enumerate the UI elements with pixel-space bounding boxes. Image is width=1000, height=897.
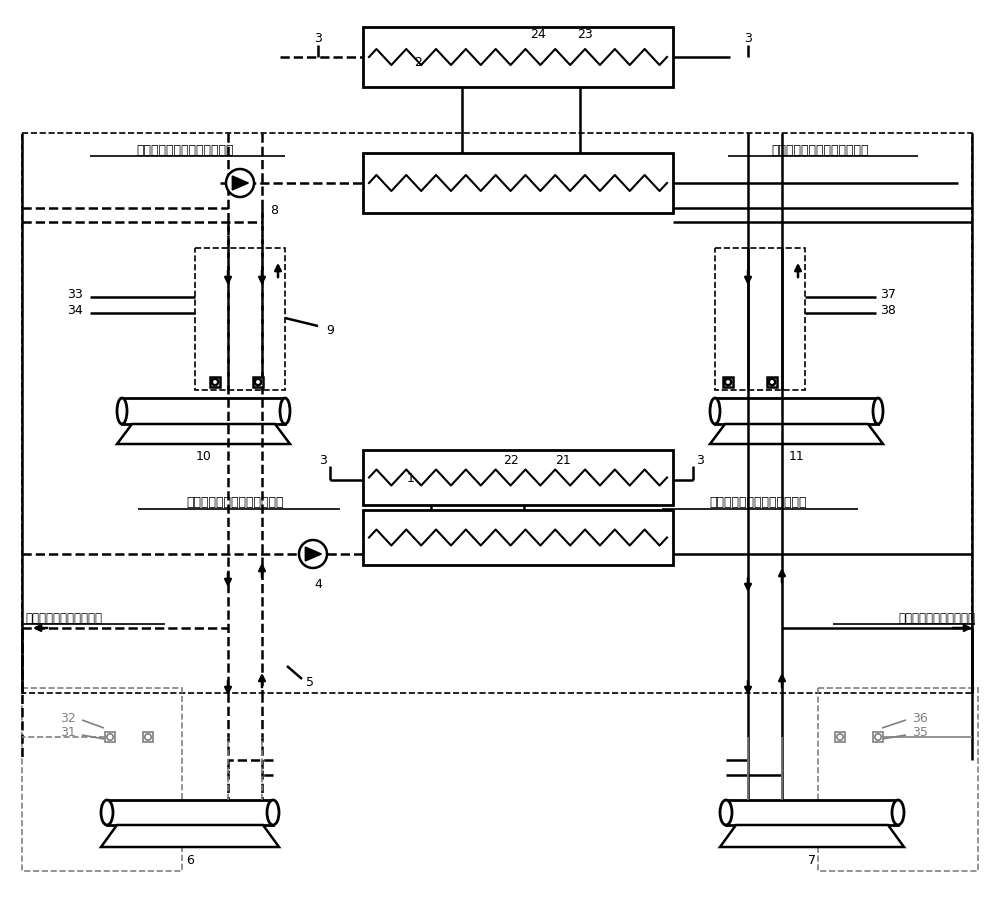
Ellipse shape bbox=[267, 800, 279, 825]
Bar bbox=[22, 133, 972, 693]
Text: 3: 3 bbox=[314, 32, 322, 46]
Bar bbox=[715, 398, 878, 424]
Text: 31: 31 bbox=[60, 727, 76, 739]
Text: 5: 5 bbox=[306, 676, 314, 690]
Polygon shape bbox=[710, 424, 883, 444]
Text: 3: 3 bbox=[319, 454, 327, 466]
Text: 34: 34 bbox=[67, 304, 83, 318]
Ellipse shape bbox=[280, 398, 290, 424]
Ellipse shape bbox=[720, 800, 732, 825]
Text: 6: 6 bbox=[186, 854, 194, 867]
Bar bbox=[105, 732, 115, 742]
Bar bbox=[195, 248, 285, 390]
Polygon shape bbox=[117, 424, 290, 444]
Text: 21: 21 bbox=[555, 454, 571, 466]
Circle shape bbox=[725, 379, 731, 385]
Bar bbox=[767, 377, 777, 387]
Text: 2: 2 bbox=[414, 56, 422, 68]
Circle shape bbox=[255, 379, 261, 385]
Bar bbox=[143, 732, 153, 742]
Circle shape bbox=[226, 169, 254, 197]
Text: 接两管控空调区末端供水: 接两管控空调区末端供水 bbox=[898, 612, 975, 624]
Polygon shape bbox=[101, 825, 279, 847]
Text: 32: 32 bbox=[60, 711, 76, 725]
Text: 38: 38 bbox=[880, 304, 896, 318]
Text: 37: 37 bbox=[880, 289, 896, 301]
Circle shape bbox=[769, 379, 775, 385]
Circle shape bbox=[299, 540, 327, 568]
Text: 10: 10 bbox=[196, 449, 211, 463]
Text: 接四管控空调区末端热水回水: 接四管控空调区末端热水回水 bbox=[136, 144, 234, 156]
Circle shape bbox=[145, 734, 151, 740]
Circle shape bbox=[875, 734, 881, 740]
Text: 接四管控空调区末端热水供水: 接四管控空调区末端热水供水 bbox=[771, 144, 869, 156]
Ellipse shape bbox=[892, 800, 904, 825]
Ellipse shape bbox=[873, 398, 883, 424]
Text: 11: 11 bbox=[789, 449, 804, 463]
Bar bbox=[818, 688, 978, 871]
Text: 23: 23 bbox=[577, 29, 593, 41]
Text: 33: 33 bbox=[67, 289, 83, 301]
Polygon shape bbox=[720, 825, 904, 847]
Bar bbox=[873, 732, 883, 742]
Text: 36: 36 bbox=[912, 711, 928, 725]
Text: 1: 1 bbox=[407, 472, 415, 484]
Bar bbox=[835, 732, 845, 742]
Text: 4: 4 bbox=[314, 578, 322, 590]
Text: 3: 3 bbox=[696, 454, 704, 466]
Text: 7: 7 bbox=[808, 854, 816, 867]
Text: 35: 35 bbox=[912, 727, 928, 739]
Ellipse shape bbox=[117, 398, 127, 424]
Bar bbox=[107, 800, 273, 825]
Bar bbox=[363, 510, 673, 565]
Bar bbox=[253, 377, 263, 387]
Bar bbox=[363, 27, 673, 87]
Text: 9: 9 bbox=[326, 324, 334, 336]
Text: 24: 24 bbox=[530, 29, 546, 41]
Bar bbox=[726, 800, 898, 825]
Text: 3: 3 bbox=[744, 32, 752, 46]
Bar bbox=[122, 398, 285, 424]
Polygon shape bbox=[232, 176, 248, 190]
Text: 接两管控空调区末端回水: 接两管控空调区末端回水 bbox=[25, 612, 102, 624]
Bar bbox=[363, 153, 673, 213]
Circle shape bbox=[107, 734, 113, 740]
Polygon shape bbox=[305, 547, 321, 561]
Text: 8: 8 bbox=[270, 205, 278, 217]
Ellipse shape bbox=[101, 800, 113, 825]
Bar bbox=[210, 377, 220, 387]
Circle shape bbox=[212, 379, 218, 385]
Bar bbox=[723, 377, 733, 387]
Text: 接四管控空调区末端冷水供水: 接四管控空调区末端冷水供水 bbox=[709, 497, 807, 509]
Ellipse shape bbox=[710, 398, 720, 424]
Bar bbox=[22, 688, 182, 871]
Bar bbox=[363, 450, 673, 505]
Text: 接四管控空调区末端冷水回水: 接四管控空调区末端冷水回水 bbox=[186, 497, 284, 509]
Bar bbox=[715, 248, 805, 390]
Text: 22: 22 bbox=[503, 454, 519, 466]
Circle shape bbox=[837, 734, 843, 740]
